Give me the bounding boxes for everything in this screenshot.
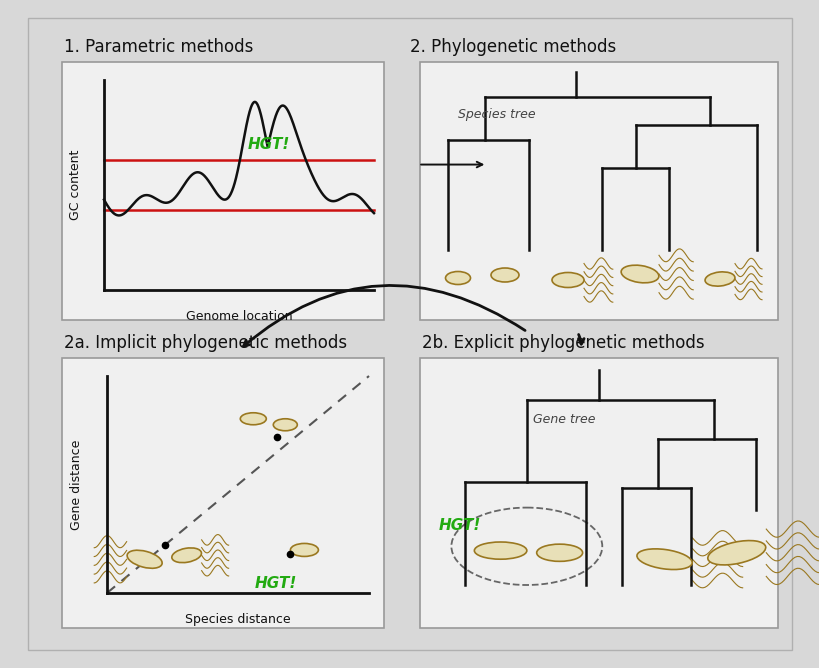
Text: Species distance: Species distance — [185, 613, 291, 626]
Ellipse shape — [536, 544, 581, 561]
FancyBboxPatch shape — [419, 358, 777, 628]
Ellipse shape — [445, 271, 470, 285]
Ellipse shape — [704, 272, 734, 286]
Text: Gene tree: Gene tree — [532, 413, 595, 426]
Ellipse shape — [473, 542, 526, 559]
Text: 2a. Implicit phylogenetic methods: 2a. Implicit phylogenetic methods — [64, 334, 346, 352]
Ellipse shape — [127, 550, 162, 568]
FancyBboxPatch shape — [28, 18, 791, 650]
Text: GC content: GC content — [70, 150, 83, 220]
Ellipse shape — [240, 413, 266, 425]
Ellipse shape — [491, 268, 518, 282]
Text: 1. Parametric methods: 1. Parametric methods — [64, 38, 253, 56]
Text: Gene distance: Gene distance — [70, 440, 84, 530]
Ellipse shape — [620, 265, 658, 283]
FancyBboxPatch shape — [62, 62, 383, 320]
Text: 2b. Explicit phylogenetic methods: 2b. Explicit phylogenetic methods — [422, 334, 704, 352]
FancyBboxPatch shape — [419, 62, 777, 320]
Ellipse shape — [636, 549, 691, 570]
Ellipse shape — [707, 540, 765, 565]
Ellipse shape — [551, 273, 583, 287]
Text: HGT!: HGT! — [247, 137, 290, 152]
Ellipse shape — [273, 419, 297, 431]
Ellipse shape — [290, 544, 318, 556]
Text: 2. Phylogenetic methods: 2. Phylogenetic methods — [410, 38, 616, 56]
FancyBboxPatch shape — [62, 358, 383, 628]
Ellipse shape — [172, 548, 201, 562]
Text: HGT!: HGT! — [437, 518, 480, 534]
Text: Species tree: Species tree — [458, 108, 536, 121]
Text: HGT!: HGT! — [254, 576, 296, 591]
Text: Genome location: Genome location — [185, 310, 292, 323]
